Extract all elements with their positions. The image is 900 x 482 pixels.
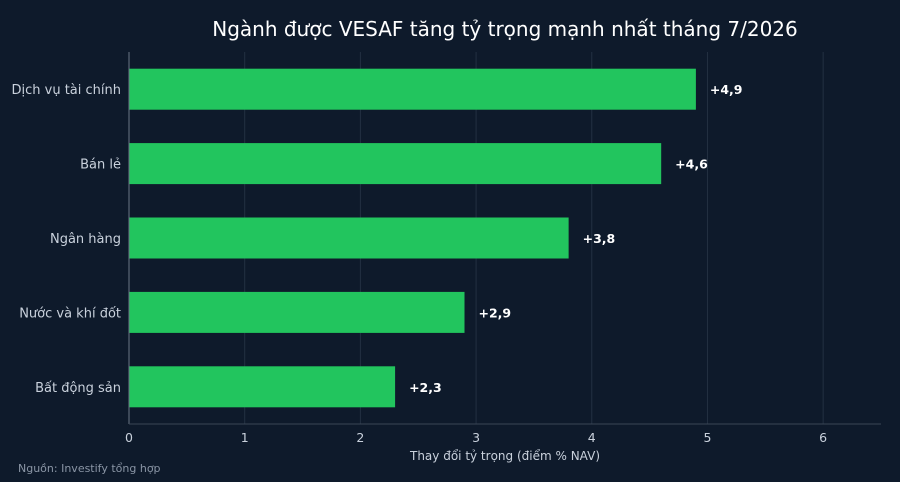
category-label: Dịch vụ tài chính (12, 83, 122, 98)
x-tick-label: 6 (819, 430, 827, 445)
x-tick-label: 5 (703, 430, 711, 445)
data-label: +2,3 (409, 380, 442, 395)
data-label: +2,9 (479, 305, 512, 320)
data-label: +4,9 (710, 82, 743, 97)
bars (129, 68, 696, 408)
bar (129, 143, 662, 185)
category-label: Ngân hàng (50, 232, 121, 247)
category-label: Bán lẻ (80, 158, 121, 173)
data-labels: +4,9 +4,6 +3,8 +2,9 +2,3 (409, 82, 742, 395)
data-label: +3,8 (583, 231, 616, 246)
chart-title: Ngành được VESAF tăng tỷ trọng mạnh nhất… (212, 17, 798, 41)
category-labels: Dịch vụ tài chính Bán lẻ Ngân hàng Nước và … (12, 83, 122, 396)
x-tick-label: 1 (241, 430, 249, 445)
x-tick-label: 0 (125, 430, 133, 445)
bar (129, 217, 569, 259)
bar (129, 366, 396, 408)
category-label: Bất động sản (35, 381, 121, 396)
x-tick-label: 3 (472, 430, 480, 445)
x-tick-labels: 0 1 2 3 4 5 6 (125, 430, 827, 445)
x-tick-label: 4 (588, 430, 596, 445)
source-note: Nguồn: Investify tổng hợp (18, 462, 161, 475)
bar (129, 68, 696, 110)
bar (129, 291, 465, 333)
x-tick-label: 2 (356, 430, 364, 445)
category-label: Nước và khí đốt (19, 306, 121, 321)
data-label: +4,6 (675, 157, 708, 172)
x-axis-label: Thay đổi tỷ trọng (điểm % NAV) (409, 449, 600, 463)
